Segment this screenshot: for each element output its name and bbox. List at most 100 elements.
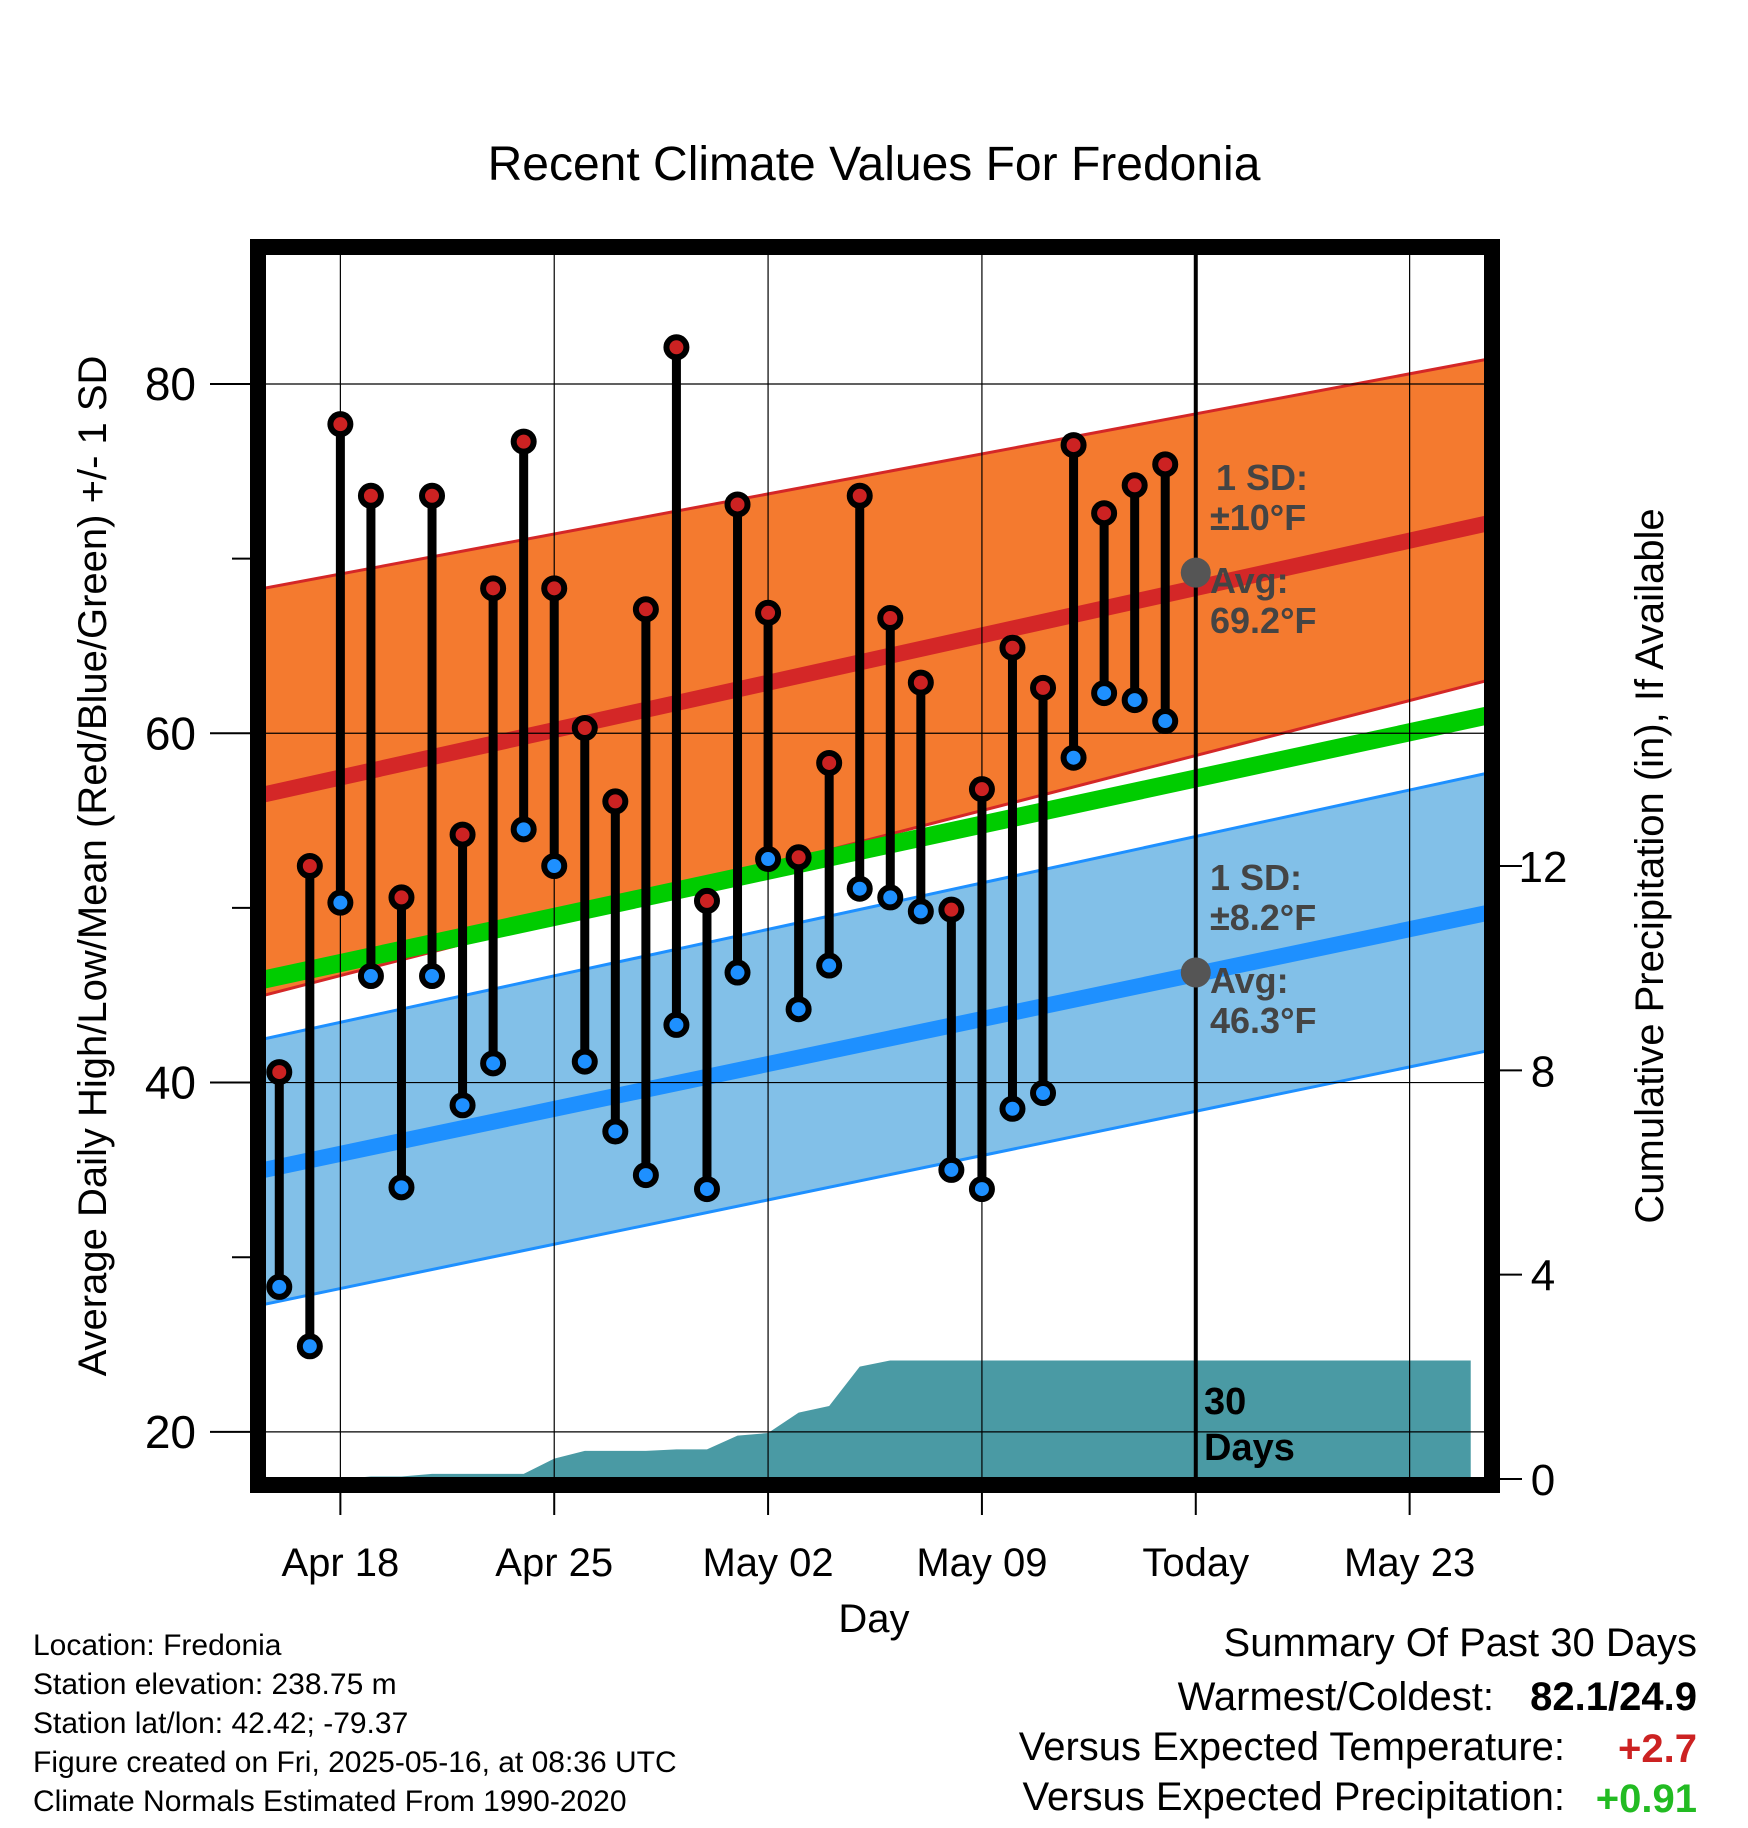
precipitation-area: [279, 1360, 1486, 1479]
daily-high-point: [907, 669, 934, 696]
daily-high-point: [357, 482, 384, 509]
daily-high-point: [419, 482, 446, 509]
y2-tick-label: 4: [1531, 1252, 1555, 1301]
daily-high-point: [755, 599, 782, 626]
daily-low-point: [816, 952, 843, 979]
normal-low-lower-sd-line: [264, 1049, 1486, 1306]
high-avg-label-line2: 69.2°F: [1210, 600, 1316, 641]
y2-tick-label: 0: [1531, 1456, 1555, 1505]
low-sd-label-line2: ±8.2°F: [1210, 897, 1316, 938]
normal-low-mean-line: [264, 905, 1486, 1178]
daily-high-point: [968, 776, 995, 803]
high-avg-label-line1: Avg:: [1210, 560, 1289, 601]
daily-high-point: [999, 634, 1026, 661]
daily-high-point: [327, 411, 354, 438]
daily-low-point: [693, 1176, 720, 1203]
footer-elevation: Station elevation: 238.75 m: [33, 1668, 397, 1701]
y2-tick-label: 8: [1531, 1047, 1555, 1096]
y-tick-label: 80: [145, 358, 196, 410]
x-tick-label: May 09: [916, 1541, 1047, 1585]
daily-high-point: [663, 334, 690, 361]
today-low-normal-marker: [1180, 957, 1211, 988]
summary-temp-value: +2.7: [1618, 1727, 1697, 1771]
daily-low-point: [1030, 1080, 1057, 1107]
daily-low-point: [571, 1048, 598, 1075]
daily-low-point: [785, 996, 812, 1023]
daily-low-point: [327, 889, 354, 916]
daily-high-point: [724, 491, 751, 518]
daily-low-point: [968, 1176, 995, 1203]
daily-high-point: [1121, 472, 1148, 499]
daily-low-point: [846, 875, 873, 902]
daily-high-point: [296, 853, 323, 879]
y2-axis-label: Cumulative Precipitation (in), If Availa…: [1628, 508, 1672, 1223]
normal-low-upper-sd-line: [264, 771, 1486, 1041]
daily-high-point: [785, 844, 812, 871]
daily-high-point: [1030, 674, 1057, 701]
daily-low-point: [1152, 708, 1179, 735]
footer-latlon: Station lat/lon: 42.42; -79.37: [33, 1707, 408, 1740]
summary-warmest-label: Warmest/Coldest:: [1178, 1675, 1494, 1719]
station-info: Location: Fredonia Station elevation: 23…: [33, 1629, 677, 1818]
marks-layer: [266, 334, 1211, 1360]
axes: 20 40 60 80 0 4 8 12 Apr 18 Apr 25 May 02 May 09 Tod…: [145, 358, 1568, 1585]
summary-precip-label: Versus Expected Precipitation:: [1022, 1775, 1565, 1819]
daily-high-point: [510, 428, 537, 455]
daily-high-point: [1091, 500, 1118, 527]
footer-normals: Climate Normals Estimated From 1990-2020: [33, 1785, 627, 1818]
normal-mean-line: [264, 707, 1486, 989]
daily-high-point: [266, 1059, 293, 1086]
daily-low-point: [296, 1333, 323, 1360]
today-days-number: 30: [1204, 1381, 1246, 1423]
daily-high-point: [388, 884, 415, 911]
daily-low-point: [449, 1092, 476, 1119]
daily-high-point: [602, 788, 629, 815]
today-high-normal-marker: [1180, 557, 1211, 588]
daily-high-point: [1152, 451, 1179, 478]
daily-low-point: [1121, 687, 1148, 714]
daily-low-point: [357, 963, 384, 990]
y2-tick-label: 12: [1519, 843, 1568, 892]
y-tick-label: 40: [145, 1057, 196, 1109]
daily-high-point: [449, 821, 476, 848]
daily-low-point: [632, 1162, 659, 1189]
low-avg-label-line1: Avg:: [1210, 960, 1289, 1001]
y-tick-label: 60: [145, 707, 196, 759]
low-sd-label-line1: 1 SD:: [1210, 857, 1302, 898]
daily-low-point: [1060, 744, 1087, 771]
chart-title: Recent Climate Values For Fredonia: [488, 138, 1261, 191]
x-tick-label: May 02: [702, 1541, 833, 1585]
daily-low-point: [480, 1050, 507, 1077]
daily-low-point: [388, 1174, 415, 1201]
x-tick-label: Apr 18: [281, 1541, 399, 1585]
daily-low-point: [419, 963, 446, 990]
daily-high-point: [877, 605, 904, 632]
low-avg-label-line2: 46.3°F: [1210, 1000, 1316, 1041]
daily-high-point: [571, 715, 598, 742]
normal-high-band: [264, 359, 1486, 996]
x-tick-label: May 23: [1344, 1541, 1475, 1585]
daily-high-point: [1060, 432, 1087, 459]
summary-panel: Summary Of Past 30 Days Warmest/Coldest:…: [1019, 1621, 1697, 1821]
x-axis-label: Day: [838, 1597, 909, 1641]
daily-high-point: [938, 896, 965, 923]
plot-area: [264, 253, 1486, 1479]
today-days-label: Days: [1204, 1427, 1295, 1469]
daily-high-point: [541, 575, 568, 602]
daily-high-point: [693, 887, 720, 914]
daily-low-point: [1091, 680, 1118, 707]
daily-high-point: [816, 749, 843, 776]
footer-location: Location: Fredonia: [33, 1629, 282, 1662]
daily-low-point: [938, 1156, 965, 1183]
x-tick-label: Apr 25: [495, 1541, 613, 1585]
daily-low-point: [999, 1095, 1026, 1122]
summary-title: Summary Of Past 30 Days: [1224, 1621, 1697, 1665]
plot-frame: [250, 239, 1500, 1493]
normal-high-upper-sd-line: [264, 358, 1486, 590]
normal-high-mean-line: [264, 515, 1486, 803]
daily-low-point: [724, 959, 751, 986]
y-axis-label: Average Daily High/Low/Mean (Red/Blue/Gr…: [71, 356, 115, 1377]
summary-precip-value: +0.91: [1596, 1777, 1697, 1821]
daily-low-point: [266, 1273, 293, 1300]
